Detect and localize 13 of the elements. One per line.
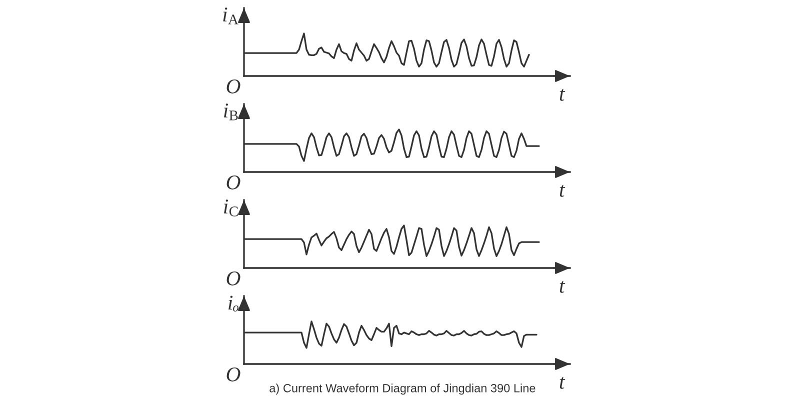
text: O — [226, 367, 240, 382]
x-axis-title: t — [560, 280, 566, 293]
text: a) Current Waveform Diagram of Jingdian 390 Line — [270, 384, 536, 395]
x-axis-title: t — [560, 88, 566, 101]
text: O — [226, 175, 240, 190]
x-axis-title: t — [560, 184, 566, 197]
text: O — [226, 79, 240, 94]
y-axis-title: i$_{C}$ — [224, 200, 238, 216]
y-axis-title: i$_{A}$ — [223, 8, 238, 24]
y-axis-title: i$_{B}$ — [224, 104, 238, 120]
y-axis-title: iₒ — [228, 296, 239, 312]
text: O — [226, 271, 240, 286]
x-axis-title: t — [560, 376, 566, 389]
